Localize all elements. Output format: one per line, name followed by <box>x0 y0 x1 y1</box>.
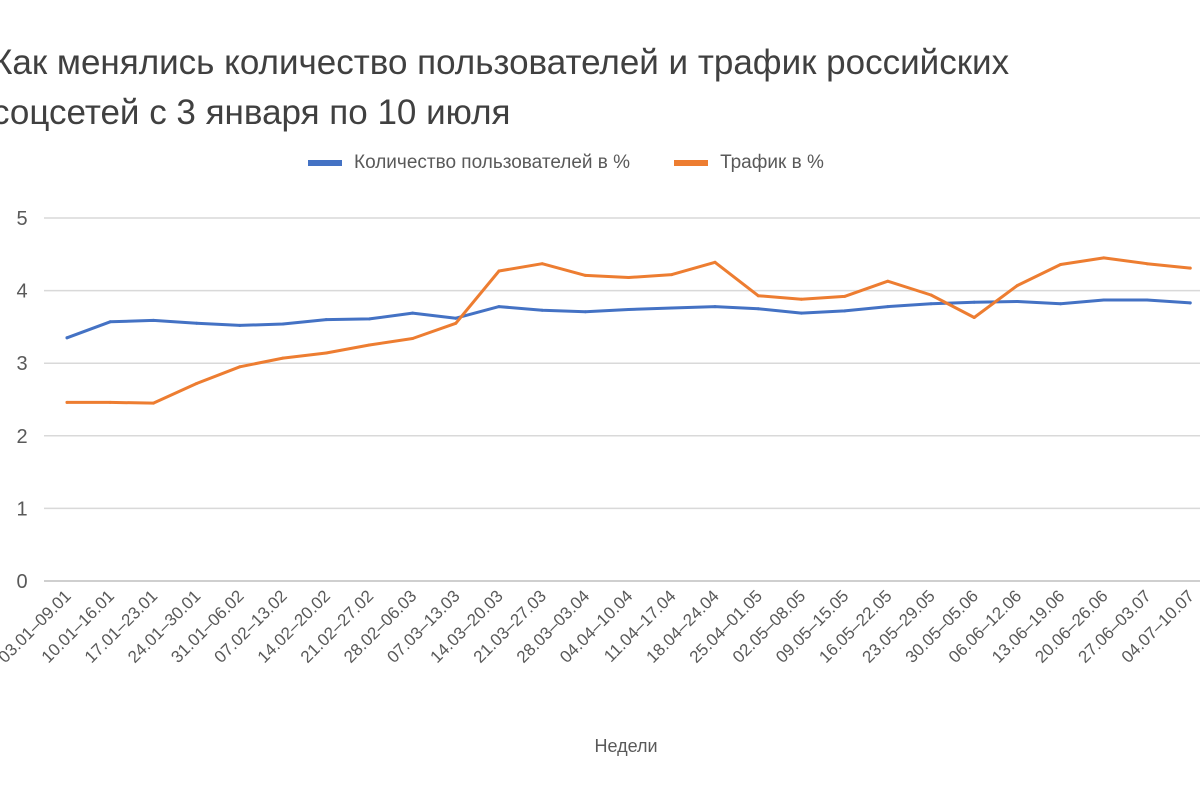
users-point <box>713 305 717 309</box>
users-point <box>195 321 199 325</box>
users-point <box>1015 300 1019 303</box>
traffic-point <box>583 273 587 277</box>
legend-item-traffic: Трафик в % <box>674 152 824 174</box>
users-point <box>454 316 458 320</box>
traffic-point <box>756 294 760 298</box>
traffic-point <box>1015 284 1019 287</box>
traffic-point <box>972 316 976 319</box>
users-point <box>367 317 371 321</box>
traffic-point <box>151 401 155 405</box>
users-point <box>929 302 933 306</box>
y-tick-label-1: 1 <box>16 498 27 520</box>
y-tick-label-5: 5 <box>16 208 27 230</box>
series-line-traffic <box>65 256 1192 405</box>
users-point <box>627 308 631 311</box>
legend-swatch-users <box>308 160 342 166</box>
users-point <box>324 318 328 322</box>
users-point <box>670 306 674 310</box>
x-axis-title: Недели <box>594 736 658 756</box>
legend-swatch-traffic <box>674 160 709 166</box>
legend: Количество пользователей в % Трафик в % <box>308 152 868 174</box>
y-tick-label-2: 2 <box>16 426 27 448</box>
legend-label-traffic: Трафик в % <box>720 152 824 173</box>
traffic-point <box>108 400 112 404</box>
traffic-point <box>497 269 501 273</box>
chart-title: Как менялись количество пользователей и … <box>0 43 1010 132</box>
y-tick-label-4: 4 <box>16 281 27 303</box>
users-point <box>1102 298 1106 302</box>
traffic-point <box>1145 262 1149 266</box>
users-point <box>151 318 155 322</box>
traffic-point <box>713 260 717 264</box>
users-point <box>886 305 890 309</box>
traffic-point <box>843 294 847 298</box>
traffic-point <box>886 279 890 283</box>
users-point <box>972 300 976 304</box>
traffic-point <box>1188 266 1192 270</box>
users-point <box>1188 301 1192 305</box>
traffic-point <box>454 321 458 325</box>
traffic-point <box>238 365 242 369</box>
users-point <box>411 311 415 315</box>
users-point <box>497 305 501 309</box>
users-point <box>1145 298 1149 302</box>
users-point <box>583 310 587 314</box>
traffic-point <box>367 343 371 347</box>
traffic-point <box>1059 263 1063 266</box>
traffic-point <box>195 382 199 385</box>
users-point <box>65 336 69 340</box>
users-point <box>843 309 847 313</box>
users-point <box>540 308 544 312</box>
traffic-point <box>627 276 631 279</box>
users-point <box>756 307 760 311</box>
traffic-point <box>929 293 933 297</box>
users-point <box>281 322 285 326</box>
y-tick-label-0: 0 <box>16 571 27 593</box>
traffic-point <box>411 337 415 340</box>
traffic-point <box>540 262 544 266</box>
legend-item-users: Количество пользователей в % <box>308 152 630 174</box>
users-point <box>799 311 803 315</box>
users-point <box>238 323 242 327</box>
traffic-point <box>670 273 674 277</box>
users-point <box>108 320 112 324</box>
traffic-point <box>799 297 803 301</box>
legend-label-users: Количество пользователей в % <box>354 152 631 173</box>
traffic-point <box>65 400 69 404</box>
traffic-point <box>1102 256 1106 260</box>
users-point <box>1059 302 1063 306</box>
y-tick-label-3: 3 <box>16 353 27 375</box>
traffic-point <box>324 351 328 355</box>
traffic-point <box>281 356 285 360</box>
series-line-users <box>65 298 1192 340</box>
